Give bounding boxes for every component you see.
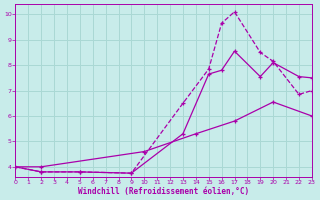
X-axis label: Windchill (Refroidissement éolien,°C): Windchill (Refroidissement éolien,°C) [78,187,249,196]
